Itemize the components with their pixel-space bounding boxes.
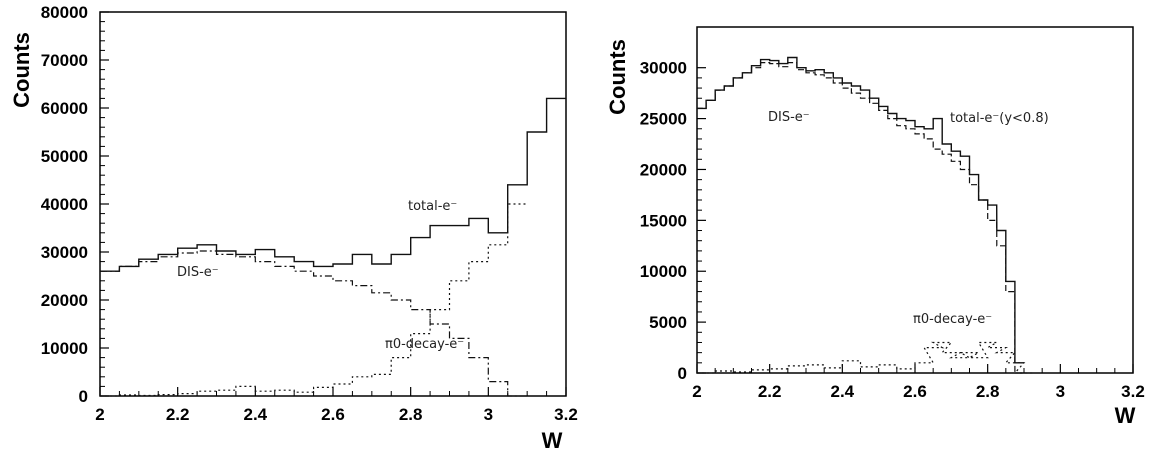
x-tick-label: 2.4: [244, 405, 268, 424]
series-dis-line: [697, 62, 1024, 374]
y-axis-title: Counts: [9, 32, 34, 108]
series-pi0-line: [100, 203, 528, 397]
x-tick-label: 2: [692, 382, 701, 401]
y-tick-label: 20000: [41, 291, 88, 310]
series-dis-line: [100, 250, 528, 397]
annotation-total: total-e⁻: [408, 199, 457, 214]
x-tick-label: 2.4: [831, 382, 855, 401]
x-axis-title: W: [1115, 403, 1136, 428]
y-axis: 0 10000 20000 30000 40000 50000 60000 70000 8000…: [41, 3, 109, 406]
y-tick-label: 70000: [41, 51, 88, 70]
x-tick-label: 2: [95, 405, 104, 424]
x-tick-label: 3.2: [554, 405, 578, 424]
x-axis: 2 2.2 2.4 2.6 2.8 3 3.2: [95, 387, 578, 424]
annotation-pi0: π0-decay-e⁻: [913, 312, 992, 327]
x-axis-title: W: [542, 428, 563, 453]
y-tick-label: 30000: [41, 243, 88, 262]
y-tick-label: 40000: [41, 195, 88, 214]
chart-right: 2 2.2 2.4 2.6 2.8 3 3.2 0 5000 10000 15000 20000 25…: [605, 26, 1145, 428]
x-tick-label: 2.6: [903, 382, 927, 401]
x-tick-label: 3: [1056, 382, 1065, 401]
y-tick-label: 20000: [640, 160, 687, 179]
x-tick-label: 2.6: [321, 405, 345, 424]
x-axis: 2 2.2 2.4 2.6 2.8 3 3.2: [692, 364, 1145, 401]
x-tick-label: 2.8: [399, 405, 423, 424]
series-pi0-line: [697, 341, 1034, 374]
series-total-line: [100, 97, 566, 272]
y-tick-label: 0: [678, 364, 687, 383]
y-axis: 0 5000 10000 15000 20000 25000 30000: [640, 59, 706, 383]
y-tick-label: 30000: [640, 59, 687, 78]
x-tick-label: 3: [484, 405, 493, 424]
plot-frame: [99, 11, 567, 397]
y-tick-label: 10000: [640, 262, 687, 281]
y-tick-label: 50000: [41, 147, 88, 166]
y-tick-label: 0: [79, 387, 88, 406]
y-tick-label: 80000: [41, 3, 88, 22]
annotation-pi0: π0-decay-e⁻: [385, 337, 464, 352]
y-tick-label: 25000: [640, 110, 687, 129]
series-total-line: [697, 56, 1024, 364]
series-group: [697, 56, 1034, 374]
y-tick-label: 60000: [41, 99, 88, 118]
chart-left: 2 2.2 2.4 2.6 2.8 3 3.2 0 10000 20000 30000 40000 5…: [9, 3, 578, 453]
annotation-dis: DIS-e⁻: [177, 265, 219, 280]
series-group: [100, 97, 566, 397]
annotation-total: total-e⁻(y<0.8): [950, 111, 1049, 126]
x-tick-label: 2.2: [166, 405, 190, 424]
y-tick-label: 15000: [640, 211, 687, 230]
x-tick-label: 2.2: [758, 382, 782, 401]
x-tick-label: 2.8: [976, 382, 1000, 401]
y-tick-label: 10000: [41, 339, 88, 358]
y-axis-title: Counts: [605, 39, 630, 115]
y-tick-label: 5000: [649, 313, 687, 332]
x-tick-label: 3.2: [1121, 382, 1145, 401]
annotation-dis: DIS-e⁻: [768, 110, 810, 125]
